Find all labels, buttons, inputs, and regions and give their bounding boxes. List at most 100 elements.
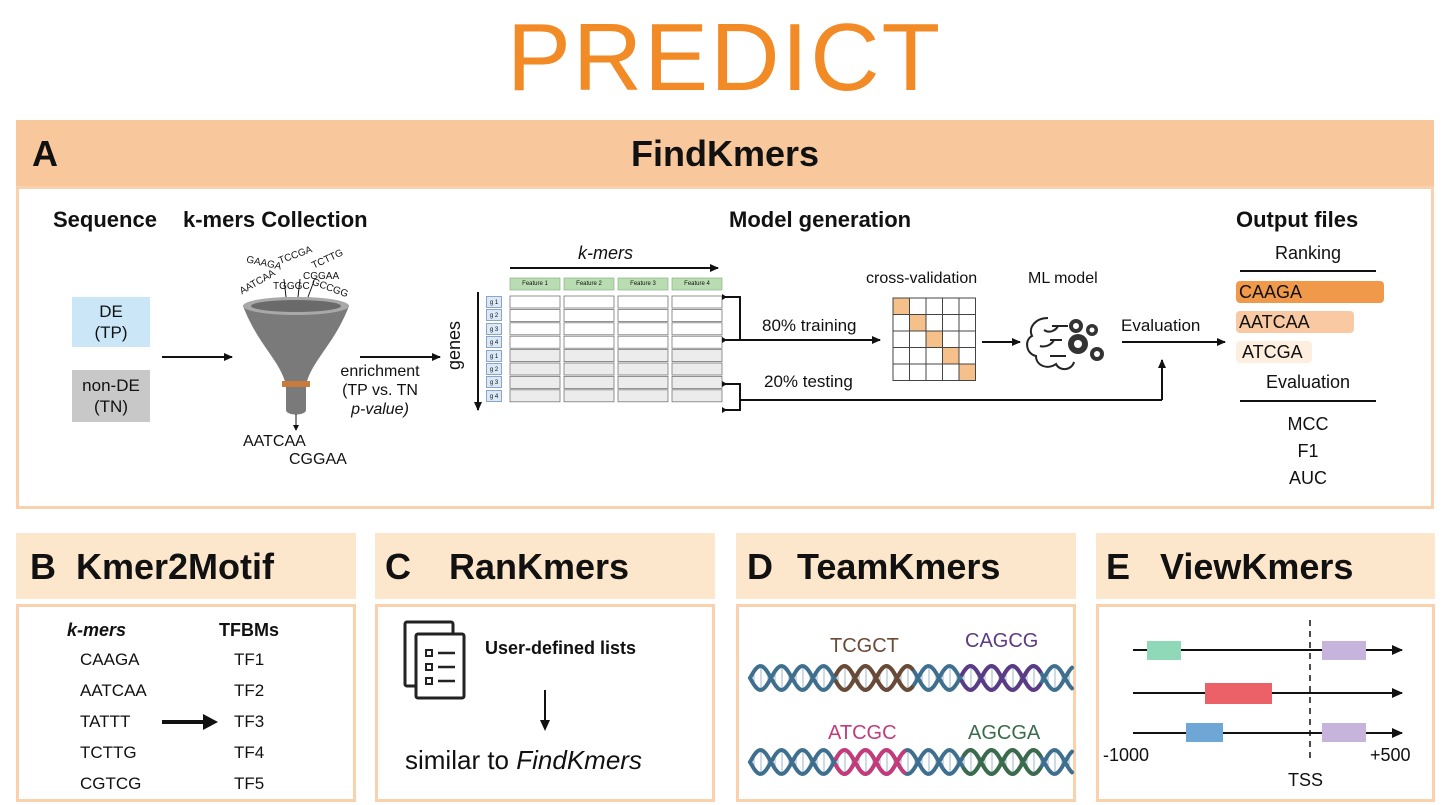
feature-4-label: Feature 4 — [684, 281, 710, 287]
sequence-title: Sequence — [53, 207, 157, 232]
team-kmer-3: ATCGC — [828, 722, 897, 744]
cross-validation-grid — [892, 297, 976, 381]
enrichment-label: enrichment (TP vs. TN p-value) — [328, 362, 432, 419]
kmer-item: TATTT — [80, 712, 131, 731]
similar-findkmers: FindKmers — [516, 745, 642, 775]
tss-label: TSS — [1288, 770, 1324, 790]
matrix-cell — [563, 295, 615, 309]
matrix-cell — [617, 375, 669, 389]
gene-row-label: g 3 — [486, 322, 502, 335]
metric-mcc: MCC — [1287, 414, 1329, 434]
output-files-title: Output files — [1236, 207, 1359, 232]
dna-kmer-segment — [834, 663, 914, 693]
tfbm-item: TF1 — [234, 650, 265, 669]
tfbm-item: TF5 — [234, 774, 265, 793]
funnel-kmer-5: CGGAA — [303, 271, 340, 282]
feature-matrix — [509, 277, 723, 403]
enrichment-line-3: p-value) — [328, 400, 432, 419]
matrix-cell — [617, 308, 669, 322]
panel-e-letter: E — [1106, 546, 1131, 587]
team-kmer-4: AGCGA — [968, 722, 1041, 744]
tfbm-item: TF2 — [234, 681, 265, 700]
matrix-cell — [617, 389, 669, 403]
dna-kmer-segment — [834, 747, 906, 777]
matrix-cell — [509, 375, 561, 389]
left-coordinate-label: -1000 — [1103, 745, 1150, 765]
kmers-header-text: k-mers — [67, 620, 127, 640]
matrix-cell — [671, 389, 723, 403]
panel-a-box — [16, 186, 1434, 509]
feature-3-label: Feature 3 — [630, 281, 656, 287]
testing-label: 20% testing — [764, 372, 853, 391]
right-coordinate-label: +500 — [1370, 745, 1411, 765]
rank-item-1: CAAGA — [1239, 282, 1303, 302]
panel-c-letter: C — [385, 546, 411, 587]
kmers-collection-title: k-mers Collection — [183, 207, 368, 232]
matrix-cell — [617, 322, 669, 336]
panel-d-header — [736, 533, 1076, 599]
panel-e-title: ViewKmers — [1160, 546, 1354, 587]
training-label: 80% training — [762, 316, 857, 335]
funnel-icon — [243, 278, 349, 431]
matrix-cell — [563, 335, 615, 349]
ranking-label: Ranking — [1274, 243, 1342, 263]
evaluation-arrow-label: Evaluation — [1121, 316, 1201, 335]
training-bracket — [724, 296, 741, 341]
gene-row-label: g 2 — [486, 309, 502, 322]
panel-a-letter: A — [32, 133, 58, 174]
ml-model-label: ML model — [1028, 270, 1098, 287]
tfbms-header: TFBMs — [219, 620, 279, 640]
motif-box-blue — [1186, 723, 1223, 742]
matrix-cell — [617, 295, 669, 309]
gene-row-label: g 3 — [486, 376, 502, 389]
enrichment-line-3-text: p-value) — [351, 401, 409, 418]
gene-row-label: g 4 — [486, 389, 502, 402]
feature-1-label: Feature 1 — [522, 281, 548, 287]
metric-auc: AUC — [1288, 468, 1327, 488]
team-kmer-2: CAGCG — [965, 630, 1039, 652]
matrix-cell — [671, 295, 723, 309]
de-box: DE (TP) — [72, 297, 150, 347]
panel-a-header — [16, 120, 1434, 186]
rank-bar-1 — [1236, 281, 1384, 303]
panel-e-header — [1096, 533, 1435, 599]
matrix-cell — [509, 362, 561, 376]
motif-box-green — [1147, 641, 1181, 660]
dna-kmer-segment — [960, 663, 1042, 693]
panel-b-title: Kmer2Motif — [76, 546, 275, 587]
feature-2-label: Feature 2 — [576, 281, 602, 287]
gene-row-label: g 1 — [486, 349, 502, 362]
panel-b-letter: B — [30, 546, 56, 587]
matrix-cell — [671, 362, 723, 376]
funnel-output-1: AATCAA — [243, 433, 306, 450]
metric-f1: F1 — [1297, 441, 1319, 461]
matrix-cell — [671, 308, 723, 322]
matrix-cell — [617, 335, 669, 349]
panel-c-title: RanKmers — [449, 546, 630, 587]
cross-validation-label: cross-validation — [866, 270, 978, 287]
tfbm-item: TF3 — [234, 712, 265, 731]
kmer-item: TCTTG — [80, 743, 137, 762]
panel-a-title: FindKmers — [630, 133, 820, 174]
motif-box-lavender-2 — [1322, 723, 1366, 742]
cv-validation-cell — [958, 363, 976, 381]
de-label: DE — [99, 302, 123, 321]
matrix-kmers-label: k-mers — [578, 243, 633, 263]
nonde-tn-label: (TN) — [94, 397, 128, 416]
panel-d-letter: D — [747, 546, 773, 587]
matrix-cell — [617, 349, 669, 363]
kmer-item: AATCAA — [80, 681, 147, 700]
tfbm-item: TF4 — [234, 743, 265, 762]
dna-kmer-segment — [834, 663, 914, 693]
panel-b-box — [16, 604, 356, 802]
page-title: PREDICT — [506, 4, 943, 111]
dna-kmer-segment — [962, 747, 1042, 777]
matrix-cell — [509, 308, 561, 322]
gene-row-label: g 4 — [486, 336, 502, 349]
de-tp-label: (TP) — [94, 323, 128, 342]
kmer-item: CAAGA — [80, 650, 140, 669]
testing-bracket — [724, 383, 741, 411]
matrix-cell — [563, 375, 615, 389]
matrix-cell — [563, 308, 615, 322]
matrix-cell — [509, 335, 561, 349]
